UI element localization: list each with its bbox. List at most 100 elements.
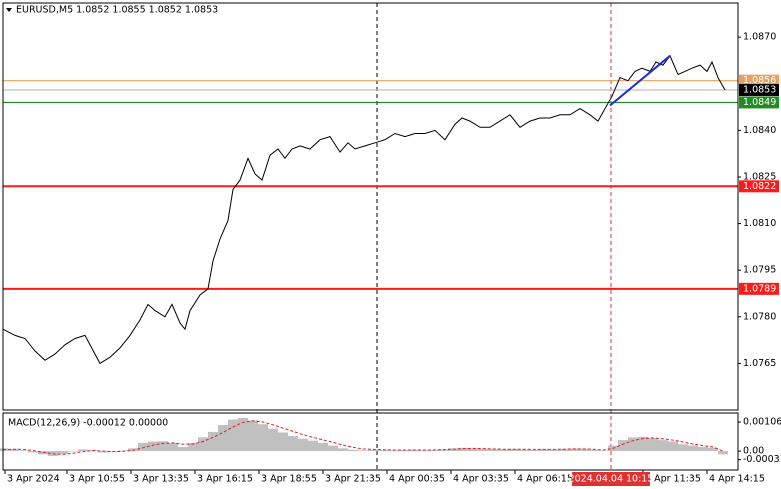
macd-bar: [328, 445, 338, 452]
y-tick-label: 1.0795: [743, 265, 776, 276]
y-tick-label: 0.00106: [743, 417, 781, 428]
y-tick-label: 1.0810: [743, 218, 776, 229]
level-label-box: [739, 282, 779, 295]
macd-bar: [438, 449, 448, 452]
level-label: 1.0849: [743, 97, 776, 108]
macd-bar: [168, 442, 178, 452]
macd-bar: [518, 449, 528, 452]
macd-bar: [668, 441, 678, 452]
y-tick-label: 0.00: [743, 446, 764, 457]
macd-bar: [268, 428, 278, 452]
macd-bar: [478, 448, 488, 452]
macd-bar: [448, 448, 458, 452]
level-label: 1.0789: [743, 283, 776, 294]
macd-bar: [228, 419, 238, 452]
macd-bar: [18, 450, 28, 452]
macd-bar: [688, 445, 698, 452]
macd-bar: [198, 437, 208, 452]
macd-bar: [598, 450, 608, 452]
y-tick-label: 1.0870: [743, 32, 776, 43]
macd-bar: [568, 448, 578, 452]
trend-line: [609, 55, 671, 107]
y-tick-label: 1.0825: [743, 171, 776, 182]
macd-bar: [588, 449, 598, 452]
macd-bar: [428, 449, 438, 452]
y-tick-label: 1.0840: [743, 125, 776, 136]
x-tick-label: 3 Apr 21:35: [325, 474, 381, 485]
macd-bar: [188, 442, 198, 452]
level-label: 1.0856: [743, 75, 776, 86]
macd-bar: [118, 450, 128, 452]
macd-bar: [148, 441, 158, 452]
macd-bar: [628, 437, 638, 452]
macd-bar: [488, 449, 498, 452]
macd-bar: [708, 447, 718, 452]
macd-bar: [318, 442, 328, 452]
chart-title: EURUSD,M5 1.0852 1.0855 1.0852 1.0853: [16, 5, 218, 16]
macd-bar: [8, 448, 18, 452]
macd-bar: [348, 449, 358, 452]
macd-bar: [38, 451, 48, 455]
macd-bar: [498, 449, 508, 452]
macd-bar: [508, 448, 518, 452]
macd-bar: [558, 449, 568, 452]
level-label: 1.0822: [743, 181, 776, 192]
macd-bar: [178, 446, 188, 452]
x-tick-label: 4 Apr 11:35: [645, 474, 701, 485]
macd-bar: [218, 425, 228, 452]
x-tick-label: 3 Apr 13:35: [133, 474, 189, 485]
macd-bar: [418, 450, 428, 452]
macd-bar: [538, 449, 548, 452]
level-label-box: [739, 180, 779, 193]
x-tick-label: 3 Apr 2024: [7, 474, 60, 485]
macd-bar: [128, 448, 138, 452]
macd-bar: [578, 448, 588, 452]
macd-bar: [258, 424, 268, 452]
macd-bar: [548, 449, 558, 452]
macd-bar: [338, 448, 348, 452]
x-tick-label: 4 Apr 00:35: [389, 474, 445, 485]
macd-bar: [238, 417, 248, 452]
macd-bar: [58, 451, 68, 454]
x-tick-label: 3 Apr 16:15: [197, 474, 253, 485]
macd-bar: [298, 438, 308, 452]
x-tick-label: 4 Apr 14:15: [709, 474, 765, 485]
price-frame: [2, 2, 739, 411]
plot-area: 1.0870 1.0840 1.0825 1.0810 1.0795 1.0780 1.07…: [0, 3, 781, 486]
macd-bar: [368, 449, 378, 452]
macd-bar: [158, 441, 168, 452]
macd-bar: [28, 451, 38, 453]
level-label-box: [739, 83, 779, 96]
y-tick-label: -0.00031: [743, 454, 781, 465]
macd-title: MACD(12,26,9) -0.00012 0.00000: [8, 418, 168, 429]
x-tick-label: 4 Apr 06:15: [517, 474, 573, 485]
macd-bar: [248, 420, 258, 452]
price-line: [2, 54, 726, 365]
level-label-box: [739, 96, 779, 109]
macd-bar: [68, 451, 78, 452]
signal-line: [2, 420, 724, 455]
cursor-time-label: 2024.04.04 10:15: [569, 474, 654, 485]
macd-bar: [98, 451, 108, 453]
macd-bar: [468, 448, 478, 452]
x-tick-label: 3 Apr 18:55: [261, 474, 317, 485]
macd-bar: [388, 450, 398, 452]
macd-frame: [2, 412, 739, 471]
level-label: 1.0853: [743, 84, 776, 95]
macd-bar: [618, 440, 628, 452]
macd-bar: [278, 432, 288, 452]
macd-bar: [658, 440, 668, 452]
y-tick-label: 1.0765: [743, 358, 776, 369]
macd-bar: [358, 450, 368, 452]
macd-bar: [458, 447, 468, 452]
x-tick-label: 3 Apr 10:55: [69, 474, 125, 485]
macd-bar: [698, 446, 708, 452]
macd-bar: [398, 449, 408, 452]
macd-bar: [288, 436, 298, 452]
macd-bar: [78, 449, 88, 452]
level-label-box: [739, 74, 779, 87]
cursor-time-box: [572, 472, 650, 486]
x-tick-label: 4 Apr 03:35: [453, 474, 509, 485]
